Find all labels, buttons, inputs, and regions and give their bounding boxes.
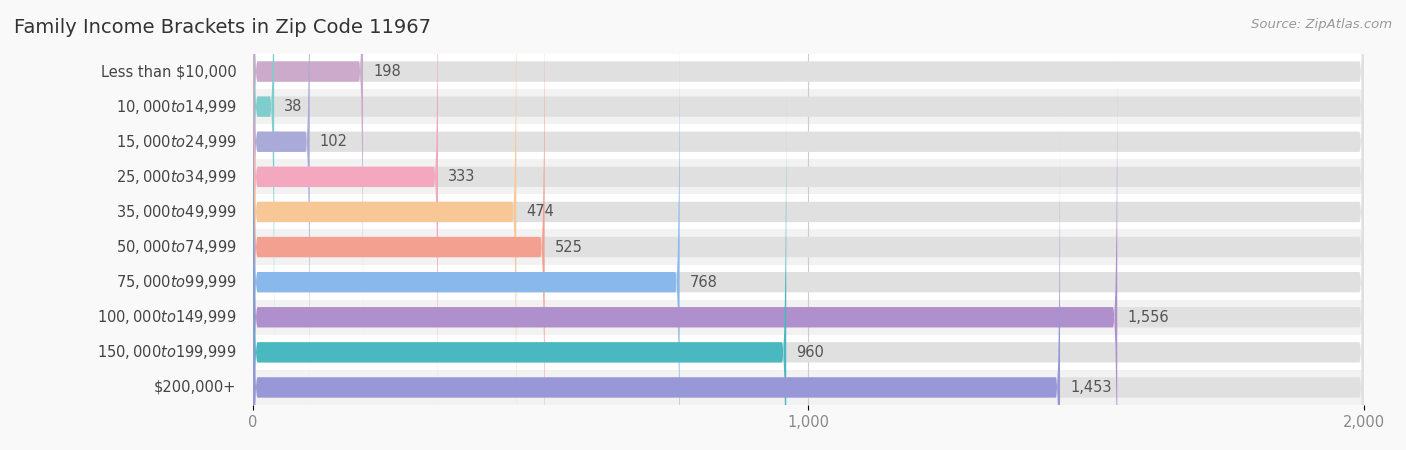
FancyBboxPatch shape xyxy=(253,12,679,450)
Text: 102: 102 xyxy=(319,134,347,149)
Text: $150,000 to $199,999: $150,000 to $199,999 xyxy=(97,343,236,361)
Text: Less than $10,000: Less than $10,000 xyxy=(101,64,236,79)
Text: 1,556: 1,556 xyxy=(1128,310,1168,325)
Text: 333: 333 xyxy=(449,169,475,184)
FancyBboxPatch shape xyxy=(253,117,1364,450)
Text: 1,453: 1,453 xyxy=(1070,380,1112,395)
Bar xyxy=(253,370,1364,405)
Bar xyxy=(253,89,1364,124)
Text: 960: 960 xyxy=(796,345,824,360)
Text: 525: 525 xyxy=(554,239,582,255)
FancyBboxPatch shape xyxy=(253,117,1060,450)
Text: 474: 474 xyxy=(526,204,554,220)
Text: $35,000 to $49,999: $35,000 to $49,999 xyxy=(115,203,236,221)
FancyBboxPatch shape xyxy=(253,47,1118,450)
Text: $200,000+: $200,000+ xyxy=(155,380,236,395)
Text: Family Income Brackets in Zip Code 11967: Family Income Brackets in Zip Code 11967 xyxy=(14,18,432,37)
Bar xyxy=(253,159,1364,194)
FancyBboxPatch shape xyxy=(253,0,1364,342)
Bar xyxy=(253,124,1364,159)
Bar xyxy=(253,265,1364,300)
FancyBboxPatch shape xyxy=(253,0,363,342)
Bar xyxy=(253,300,1364,335)
Text: $50,000 to $74,999: $50,000 to $74,999 xyxy=(115,238,236,256)
Bar xyxy=(253,230,1364,265)
Text: 38: 38 xyxy=(284,99,302,114)
Text: $10,000 to $14,999: $10,000 to $14,999 xyxy=(115,98,236,116)
Text: $75,000 to $99,999: $75,000 to $99,999 xyxy=(115,273,236,291)
FancyBboxPatch shape xyxy=(253,0,309,412)
Bar xyxy=(253,54,1364,89)
Text: 198: 198 xyxy=(373,64,401,79)
FancyBboxPatch shape xyxy=(253,47,1364,450)
FancyBboxPatch shape xyxy=(253,0,516,450)
FancyBboxPatch shape xyxy=(253,0,274,377)
Text: $15,000 to $24,999: $15,000 to $24,999 xyxy=(115,133,236,151)
Bar xyxy=(253,335,1364,370)
FancyBboxPatch shape xyxy=(253,0,1364,450)
FancyBboxPatch shape xyxy=(253,12,1364,450)
FancyBboxPatch shape xyxy=(253,0,439,447)
Bar xyxy=(253,194,1364,230)
Text: $25,000 to $34,999: $25,000 to $34,999 xyxy=(115,168,236,186)
FancyBboxPatch shape xyxy=(253,82,786,450)
Text: $100,000 to $149,999: $100,000 to $149,999 xyxy=(97,308,236,326)
Text: 768: 768 xyxy=(689,274,717,290)
Text: Source: ZipAtlas.com: Source: ZipAtlas.com xyxy=(1251,18,1392,31)
FancyBboxPatch shape xyxy=(253,82,1364,450)
FancyBboxPatch shape xyxy=(253,0,1364,377)
FancyBboxPatch shape xyxy=(253,0,1364,450)
FancyBboxPatch shape xyxy=(253,0,1364,412)
FancyBboxPatch shape xyxy=(253,0,544,450)
FancyBboxPatch shape xyxy=(253,0,1364,447)
